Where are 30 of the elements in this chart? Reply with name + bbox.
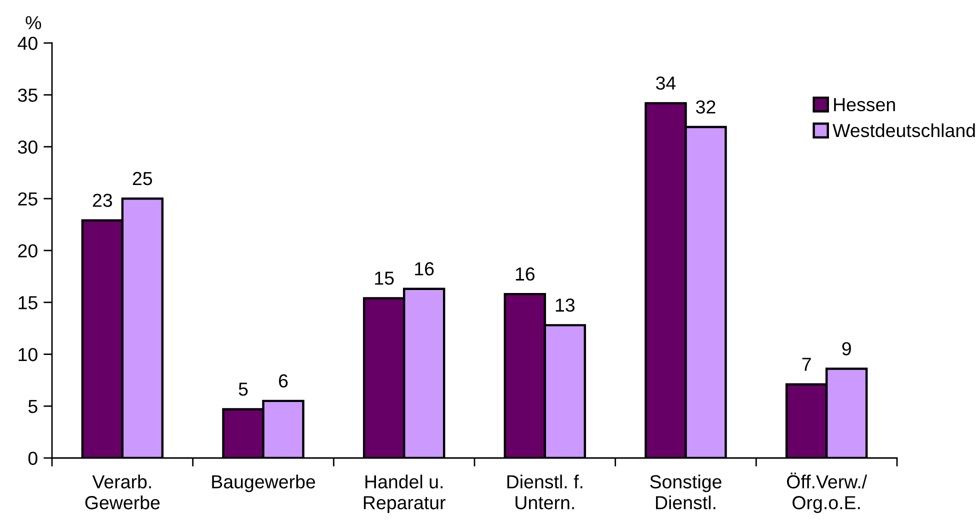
- data-label: 34: [656, 76, 676, 90]
- y-tick-label: 40: [18, 36, 38, 50]
- data-label: 25: [132, 172, 152, 186]
- data-label: 13: [556, 298, 575, 312]
- y-tick-label: 10: [18, 348, 38, 362]
- y-tick-label: 5: [28, 400, 38, 414]
- y-tick-label: 35: [18, 88, 38, 102]
- legend-label: Westdeutschland: [832, 123, 975, 138]
- data-label: 32: [696, 100, 716, 114]
- data-label: 16: [516, 267, 535, 281]
- data-label: 6: [278, 374, 288, 388]
- data-label: 23: [92, 194, 112, 207]
- x-tick-label: Öff.Verw./ Org.o.E.: [786, 472, 868, 514]
- x-tick-label: Verarb. Gewerbe: [85, 474, 160, 510]
- x-tick-label: Dienstl. f. Untern.: [507, 474, 582, 510]
- y-tick-label: 25: [18, 192, 38, 206]
- x-tick-label: Handel u. Reparatur: [364, 474, 446, 514]
- data-label: 16: [415, 262, 434, 276]
- y-axis-title: %: [26, 16, 42, 30]
- legend-label: Hessen: [834, 98, 895, 112]
- data-label: 7: [802, 358, 811, 371]
- data-label: 15: [375, 272, 394, 285]
- data-label: 5: [238, 382, 248, 396]
- data-label: 9: [842, 342, 851, 356]
- y-tick-label: 30: [18, 140, 38, 154]
- x-tick-label: Baugewerbe: [212, 474, 316, 492]
- y-tick-label: 15: [18, 296, 38, 310]
- x-tick-label: Sonstige Dienstl.: [650, 474, 722, 510]
- y-tick-label: 0: [28, 452, 38, 465]
- y-tick-label: 20: [18, 244, 38, 258]
